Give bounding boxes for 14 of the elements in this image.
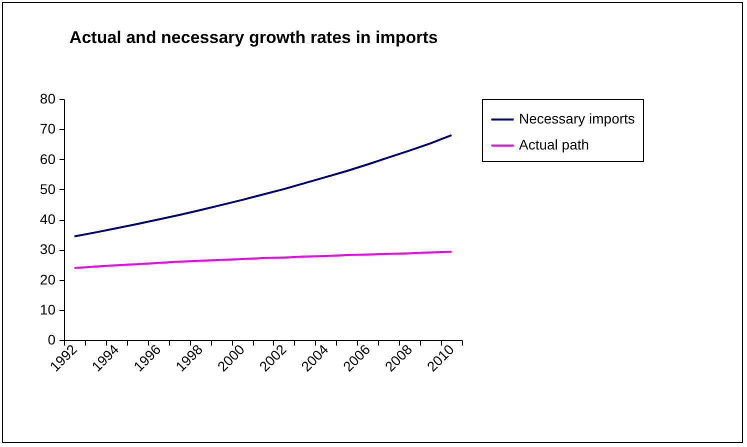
y-tick-label: 0 [48, 332, 56, 348]
y-tick-label: 30 [40, 241, 56, 258]
chart-title: Actual and necessary growth rates in imports [69, 28, 438, 47]
legend-label: Necessary imports [519, 110, 635, 126]
y-tick-label: 20 [40, 271, 56, 288]
y-tick-label: 60 [40, 150, 56, 167]
line-series [73, 250, 453, 269]
y-tick-label: 50 [40, 180, 56, 197]
y-tick-label: 40 [40, 211, 56, 227]
y-tick-label: 70 [40, 120, 56, 137]
y-tick-label: 80 [40, 90, 56, 106]
legend-label: Actual path [519, 136, 590, 152]
y-tick-label: 10 [40, 301, 56, 318]
line-series [73, 134, 453, 238]
